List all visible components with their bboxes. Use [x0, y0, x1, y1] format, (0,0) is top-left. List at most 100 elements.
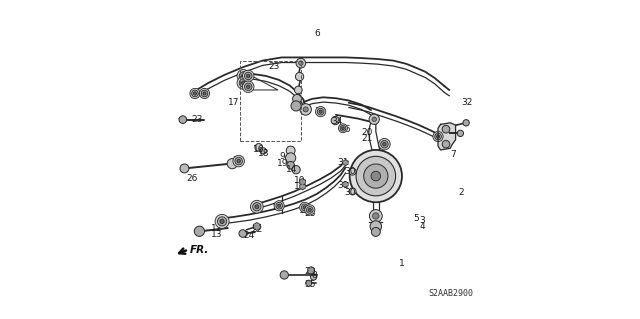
- Text: 32: 32: [461, 98, 472, 107]
- Circle shape: [191, 90, 198, 97]
- Circle shape: [201, 90, 208, 97]
- Polygon shape: [344, 161, 347, 164]
- Circle shape: [371, 227, 380, 236]
- Circle shape: [243, 70, 254, 82]
- Circle shape: [253, 203, 261, 211]
- Circle shape: [305, 205, 315, 215]
- Circle shape: [227, 159, 237, 169]
- Text: 25: 25: [273, 203, 284, 212]
- Circle shape: [292, 94, 301, 103]
- Circle shape: [442, 125, 450, 133]
- Circle shape: [435, 133, 442, 140]
- Circle shape: [260, 148, 266, 154]
- Circle shape: [193, 92, 196, 95]
- Text: 23: 23: [191, 115, 202, 124]
- Circle shape: [237, 70, 250, 82]
- Circle shape: [300, 202, 310, 212]
- Text: 22: 22: [252, 225, 262, 234]
- Circle shape: [300, 104, 312, 115]
- Text: 33: 33: [314, 107, 326, 115]
- Circle shape: [317, 108, 324, 115]
- Polygon shape: [255, 224, 259, 229]
- Text: 9: 9: [280, 152, 285, 161]
- Polygon shape: [301, 185, 304, 188]
- Circle shape: [349, 150, 402, 202]
- Circle shape: [246, 74, 250, 78]
- Circle shape: [349, 168, 356, 175]
- Polygon shape: [301, 180, 304, 184]
- Circle shape: [235, 157, 243, 165]
- Polygon shape: [306, 280, 312, 286]
- Circle shape: [457, 130, 463, 137]
- Text: 7: 7: [451, 150, 456, 159]
- Text: 26: 26: [187, 174, 198, 183]
- Text: S2AAB2900: S2AAB2900: [428, 289, 473, 298]
- Polygon shape: [300, 183, 305, 190]
- Text: 34: 34: [332, 117, 342, 126]
- Circle shape: [241, 74, 245, 78]
- Text: 12: 12: [211, 224, 222, 233]
- Circle shape: [349, 188, 356, 195]
- Polygon shape: [343, 182, 348, 187]
- Text: 29: 29: [305, 267, 316, 276]
- Circle shape: [369, 114, 380, 124]
- Circle shape: [383, 143, 386, 146]
- Polygon shape: [253, 223, 260, 230]
- Circle shape: [436, 135, 440, 138]
- Text: 1: 1: [399, 259, 404, 268]
- Circle shape: [371, 171, 381, 181]
- Text: 14: 14: [286, 165, 298, 174]
- Circle shape: [195, 226, 205, 236]
- Circle shape: [291, 101, 301, 111]
- Circle shape: [218, 217, 227, 226]
- Text: 31: 31: [337, 181, 349, 189]
- Text: 36: 36: [339, 125, 351, 134]
- Text: 28: 28: [304, 209, 316, 218]
- Text: FR.: FR.: [190, 245, 209, 256]
- Text: 13: 13: [211, 230, 222, 239]
- Circle shape: [180, 164, 189, 173]
- Circle shape: [179, 116, 187, 123]
- Circle shape: [278, 204, 281, 207]
- Circle shape: [372, 213, 379, 219]
- Circle shape: [215, 214, 229, 228]
- Circle shape: [255, 205, 259, 209]
- Text: 4: 4: [419, 222, 425, 231]
- Circle shape: [237, 160, 241, 163]
- Polygon shape: [309, 268, 313, 273]
- Text: 30: 30: [344, 188, 356, 197]
- Polygon shape: [300, 179, 305, 185]
- Circle shape: [316, 107, 326, 117]
- Text: 15: 15: [299, 206, 310, 215]
- Circle shape: [339, 124, 348, 133]
- Circle shape: [379, 138, 390, 150]
- Text: 17: 17: [228, 98, 239, 107]
- Circle shape: [372, 117, 376, 122]
- Text: 5: 5: [413, 214, 419, 223]
- Text: 20: 20: [362, 128, 373, 137]
- Circle shape: [246, 85, 250, 88]
- Circle shape: [303, 107, 308, 112]
- Circle shape: [294, 86, 302, 94]
- Text: 10: 10: [294, 176, 305, 185]
- Text: 23: 23: [268, 63, 280, 71]
- Circle shape: [331, 116, 339, 125]
- Circle shape: [370, 221, 381, 232]
- Circle shape: [342, 127, 344, 130]
- Text: 11: 11: [294, 182, 305, 191]
- Text: 28: 28: [232, 156, 243, 165]
- Circle shape: [292, 166, 300, 174]
- Text: 2: 2: [459, 189, 465, 197]
- Polygon shape: [308, 267, 314, 274]
- Text: 8: 8: [312, 271, 317, 280]
- Circle shape: [356, 156, 396, 196]
- Circle shape: [303, 206, 306, 209]
- Circle shape: [237, 77, 250, 89]
- Text: 30: 30: [344, 167, 356, 176]
- Circle shape: [310, 274, 317, 280]
- Circle shape: [200, 88, 210, 99]
- Circle shape: [381, 140, 388, 148]
- Circle shape: [244, 83, 252, 91]
- Circle shape: [274, 201, 284, 211]
- Circle shape: [433, 131, 443, 142]
